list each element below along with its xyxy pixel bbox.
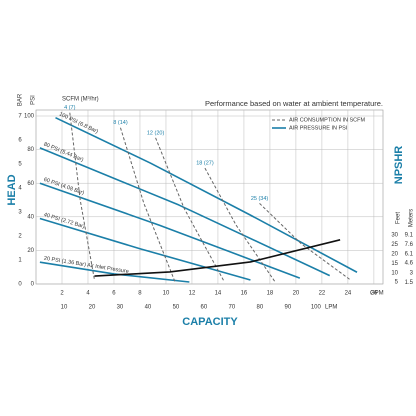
y2-unit: Feet <box>396 212 402 224</box>
pressure-curve <box>55 116 358 273</box>
x2-tick-label: 90 <box>285 305 292 311</box>
pressure-curve <box>39 261 190 283</box>
x-unit: GPM <box>370 291 384 297</box>
y-bar-unit: BAR <box>18 93 24 106</box>
y-tick-label: 100 <box>24 114 35 120</box>
pressure-curve <box>39 147 331 277</box>
x-tick-label: 14 <box>215 291 222 297</box>
y-tick-label: 80 <box>27 147 34 153</box>
y2-tick-label: 25 <box>391 242 398 248</box>
x-tick-label: 16 <box>241 291 248 297</box>
air-curve <box>155 137 225 283</box>
x-tick-label: 10 <box>163 291 170 297</box>
air-curve-label: 25 (34) <box>251 196 269 202</box>
y-tick-label: 40 <box>27 214 34 220</box>
air-curve <box>119 127 176 283</box>
y2-tick-label: 20 <box>391 251 398 257</box>
air-curve-label: 12 (20) <box>147 130 165 136</box>
x-tick-label: 6 <box>112 291 116 297</box>
y2-tick-label: 15 <box>391 261 398 267</box>
y2-tick-label: 30 <box>391 232 398 238</box>
x2-tick-label: 30 <box>117 305 124 311</box>
y2-axis-label: NPSHR <box>393 146 405 185</box>
y2-tick-label: 5 <box>395 280 399 286</box>
air-curve <box>204 167 276 283</box>
x-axis-label: CAPACITY <box>182 316 238 328</box>
y3-tick-label: 4.6 <box>405 261 414 267</box>
x-tick-label: 24 <box>345 291 352 297</box>
air-curve <box>69 112 95 281</box>
x-tick-label: 12 <box>189 291 196 297</box>
y2-tick-label: 10 <box>391 270 398 276</box>
air-curve-label: 18 (27) <box>196 161 214 167</box>
y3-tick-label: 7.6 <box>405 242 414 248</box>
y3-unit: Meters <box>409 209 415 227</box>
y-bar-tick-label: 4 <box>18 186 22 192</box>
x2-unit: LPM <box>325 305 337 311</box>
y-axis-label: HEAD <box>6 174 18 205</box>
legend-label: AIR CONSUMPTION IN SCFM <box>289 117 366 123</box>
y-bar-tick-label: 3 <box>18 210 22 216</box>
x-tick-label: 8 <box>138 291 142 297</box>
y-bar-tick-label: 6 <box>18 138 22 144</box>
x-tick-label: 22 <box>319 291 326 297</box>
y-bar-tick-label: 5 <box>18 162 22 168</box>
x-tick-label: 20 <box>293 291 300 297</box>
legend-label: AIR PRESSURE IN PSI <box>289 125 348 131</box>
y-tick-label: 0 <box>31 282 35 288</box>
y3-tick-label: 3 <box>410 271 414 277</box>
npshr-curve <box>94 239 341 277</box>
x2-tick-label: 60 <box>201 305 208 311</box>
x-tick-label: 2 <box>60 291 64 297</box>
y-tick-label: 60 <box>27 181 34 187</box>
y3-tick-label: 1.5 <box>405 280 414 286</box>
y3-tick-label: 9.1 <box>405 233 414 239</box>
x2-tick-label: 80 <box>257 305 264 311</box>
y-bar-tick-label: 1 <box>18 258 22 264</box>
x2-tick-label: 40 <box>145 305 152 311</box>
pressure-curve <box>39 217 251 281</box>
x2-tick-label: 50 <box>173 305 180 311</box>
y3-tick-label: 6.1 <box>405 251 414 257</box>
x2-tick-label: 100 <box>311 305 322 311</box>
x2-tick-label: 20 <box>89 305 96 311</box>
x-tick-label: 4 <box>86 291 90 297</box>
x2-tick-label: 70 <box>229 305 236 311</box>
chart-title: Performance based on water at ambient te… <box>205 99 383 108</box>
y-bar-tick-label: 2 <box>18 234 22 240</box>
air-curve-label: 8 (14) <box>113 120 128 126</box>
air-curve-label: 4 (7) <box>64 105 75 111</box>
y-unit: PSI <box>31 95 37 105</box>
x2-tick-label: 10 <box>61 305 68 311</box>
y-bar-tick-label: 0 <box>18 282 22 288</box>
y-tick-label: 20 <box>27 248 34 254</box>
air-label: SCFM (M³/hr) <box>62 97 99 103</box>
y-bar-tick-label: 7 <box>18 114 22 120</box>
x-tick-label: 18 <box>267 291 274 297</box>
x-tick-label: 26 <box>371 291 378 297</box>
air-curve <box>259 203 351 281</box>
